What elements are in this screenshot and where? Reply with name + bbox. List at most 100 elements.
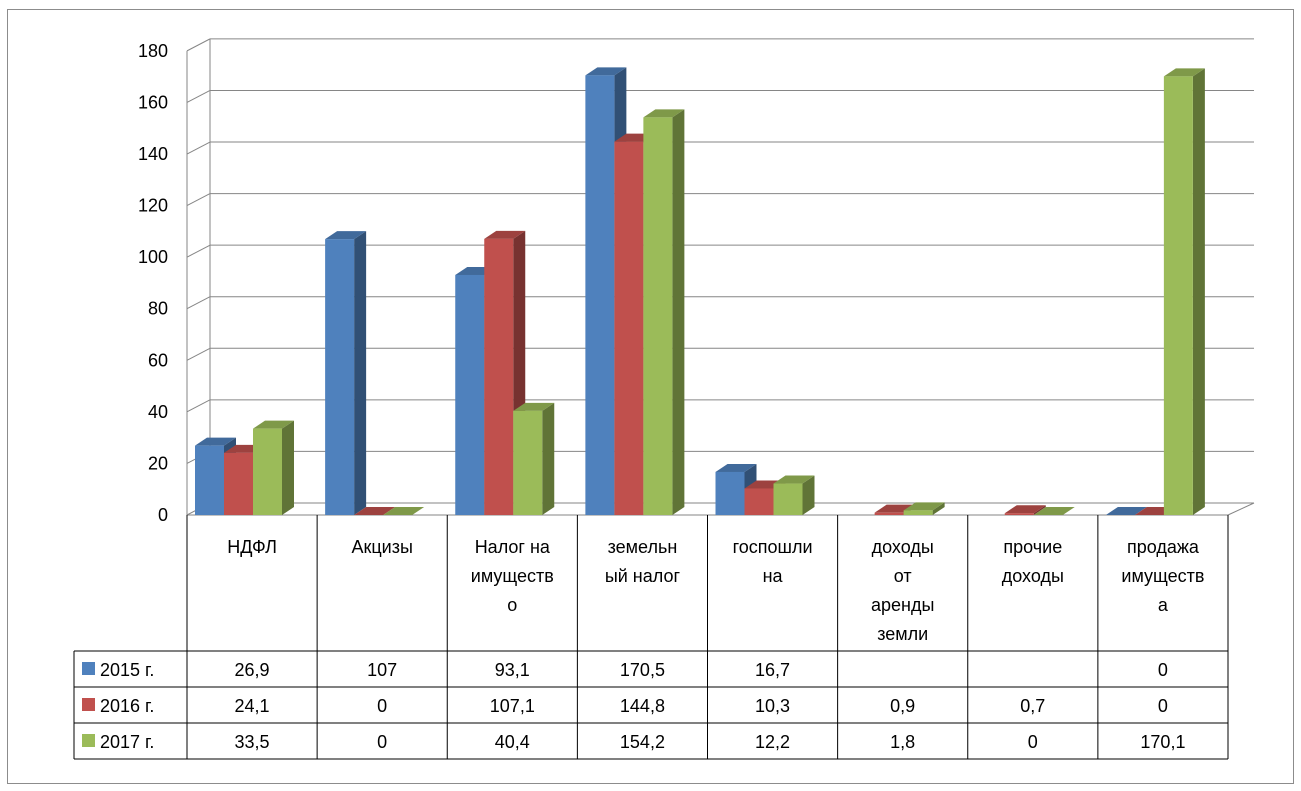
bar-side xyxy=(1192,68,1205,515)
legend-label: 2015 г. xyxy=(100,660,154,680)
data-label: 107,1 xyxy=(490,696,535,716)
bar xyxy=(325,239,355,515)
bar xyxy=(1004,513,1034,515)
category-label: доходы xyxy=(872,537,934,557)
floor-right-edge xyxy=(1227,502,1255,516)
data-label: 12,2 xyxy=(755,732,790,752)
bar-top xyxy=(1004,505,1046,514)
data-label: 93,1 xyxy=(495,660,530,680)
category-label: прочие xyxy=(1003,537,1062,557)
bar-top xyxy=(513,402,555,411)
data-label: 33,5 xyxy=(235,732,270,752)
bar-top xyxy=(585,67,627,76)
y-tick-label: 80 xyxy=(148,299,168,319)
bar xyxy=(1163,76,1193,515)
y-tick-label: 180 xyxy=(138,41,168,61)
gridline-depth xyxy=(186,244,211,258)
category-label: продажа xyxy=(1127,537,1200,557)
category-label: земельн xyxy=(608,537,678,557)
bar xyxy=(195,445,224,515)
y-tick-label: 20 xyxy=(148,453,168,473)
y-tick-label: 40 xyxy=(148,402,168,422)
gridline-depth xyxy=(186,141,211,155)
gridline-depth xyxy=(186,399,211,413)
data-label: 0,7 xyxy=(1020,696,1045,716)
bar-top xyxy=(484,230,526,239)
gridline-depth xyxy=(186,193,211,207)
bar xyxy=(903,510,933,515)
category-label: а xyxy=(1158,595,1169,615)
bar xyxy=(744,488,774,515)
data-label: 16,7 xyxy=(755,660,790,680)
gridline-depth xyxy=(186,296,211,310)
category-label: Налог на xyxy=(475,537,551,557)
y-tick-label: 120 xyxy=(138,196,168,216)
bar xyxy=(643,117,673,516)
bar xyxy=(455,274,485,515)
category-label: Акцизы xyxy=(351,537,412,557)
y-axis: 0 20 40 60 80 100 120 140 160 180 xyxy=(138,41,168,525)
bar-top xyxy=(354,507,396,515)
category-label: ый налог xyxy=(605,566,681,586)
bar xyxy=(513,410,543,515)
data-label: 170,1 xyxy=(1140,732,1185,752)
category-label: госпошли xyxy=(733,537,813,557)
data-label: 107 xyxy=(367,660,397,680)
data-label: 26,9 xyxy=(235,660,270,680)
category-label: от xyxy=(894,566,912,586)
category-label: о xyxy=(507,595,517,615)
bar-top xyxy=(1033,507,1075,515)
bar-side xyxy=(542,402,555,515)
data-label: 10,3 xyxy=(755,696,790,716)
legend-swatch xyxy=(82,662,95,675)
data-label: 0,9 xyxy=(890,696,915,716)
data-label: 0 xyxy=(1028,732,1038,752)
data-label: 144,8 xyxy=(620,696,665,716)
legend-swatch xyxy=(82,734,95,747)
bar-top xyxy=(903,502,945,511)
data-label: 0 xyxy=(377,732,387,752)
chart-frame: 0 20 40 60 80 100 120 140 160 180 НДФЛ Акцизы Налог… xyxy=(7,9,1294,784)
bar-side xyxy=(1033,505,1046,515)
gridline-depth xyxy=(186,347,211,361)
legend-label: 2017 г. xyxy=(100,732,154,752)
category-label: доходы xyxy=(1002,566,1064,586)
bars xyxy=(195,67,1205,516)
y-tick-label: 160 xyxy=(138,92,168,112)
data-table: НДФЛ Акцизы Налог на имуществ о земельн ый нал… xyxy=(73,515,1229,760)
bar xyxy=(585,75,615,515)
y-tick-label: 140 xyxy=(138,144,168,164)
y-tick-label: 60 xyxy=(148,350,168,370)
gridline-depth xyxy=(186,89,211,103)
bar-side xyxy=(354,231,367,515)
bar-chart: 0 20 40 60 80 100 120 140 160 180 НДФЛ Акцизы Налог… xyxy=(73,38,1255,760)
data-label: 0 xyxy=(1158,660,1168,680)
bar-side xyxy=(802,475,815,515)
bar xyxy=(874,512,904,515)
bar xyxy=(484,238,514,515)
category-label: имуществ xyxy=(471,566,554,586)
bar xyxy=(253,428,282,515)
category-label: земли xyxy=(877,624,928,644)
bar xyxy=(715,471,745,515)
data-label: 170,5 xyxy=(620,660,665,680)
category-label: имуществ xyxy=(1121,566,1204,586)
category-label: аренды xyxy=(871,595,934,615)
bar-side xyxy=(672,109,685,516)
bar xyxy=(224,452,253,515)
bar-top xyxy=(1163,68,1205,77)
y-tick-label: 100 xyxy=(138,247,168,267)
data-label: 24,1 xyxy=(235,696,270,716)
bar xyxy=(773,483,803,515)
bar-top xyxy=(253,420,294,429)
bar-top xyxy=(715,463,757,472)
legend-label: 2016 г. xyxy=(100,696,154,716)
bar xyxy=(614,141,644,516)
legend-swatch xyxy=(82,698,95,711)
bar-side xyxy=(932,502,945,515)
bar-top xyxy=(325,231,367,240)
data-label: 154,2 xyxy=(620,732,665,752)
category-label: на xyxy=(763,566,784,586)
bar-top xyxy=(773,475,815,484)
bar-top xyxy=(643,109,685,118)
